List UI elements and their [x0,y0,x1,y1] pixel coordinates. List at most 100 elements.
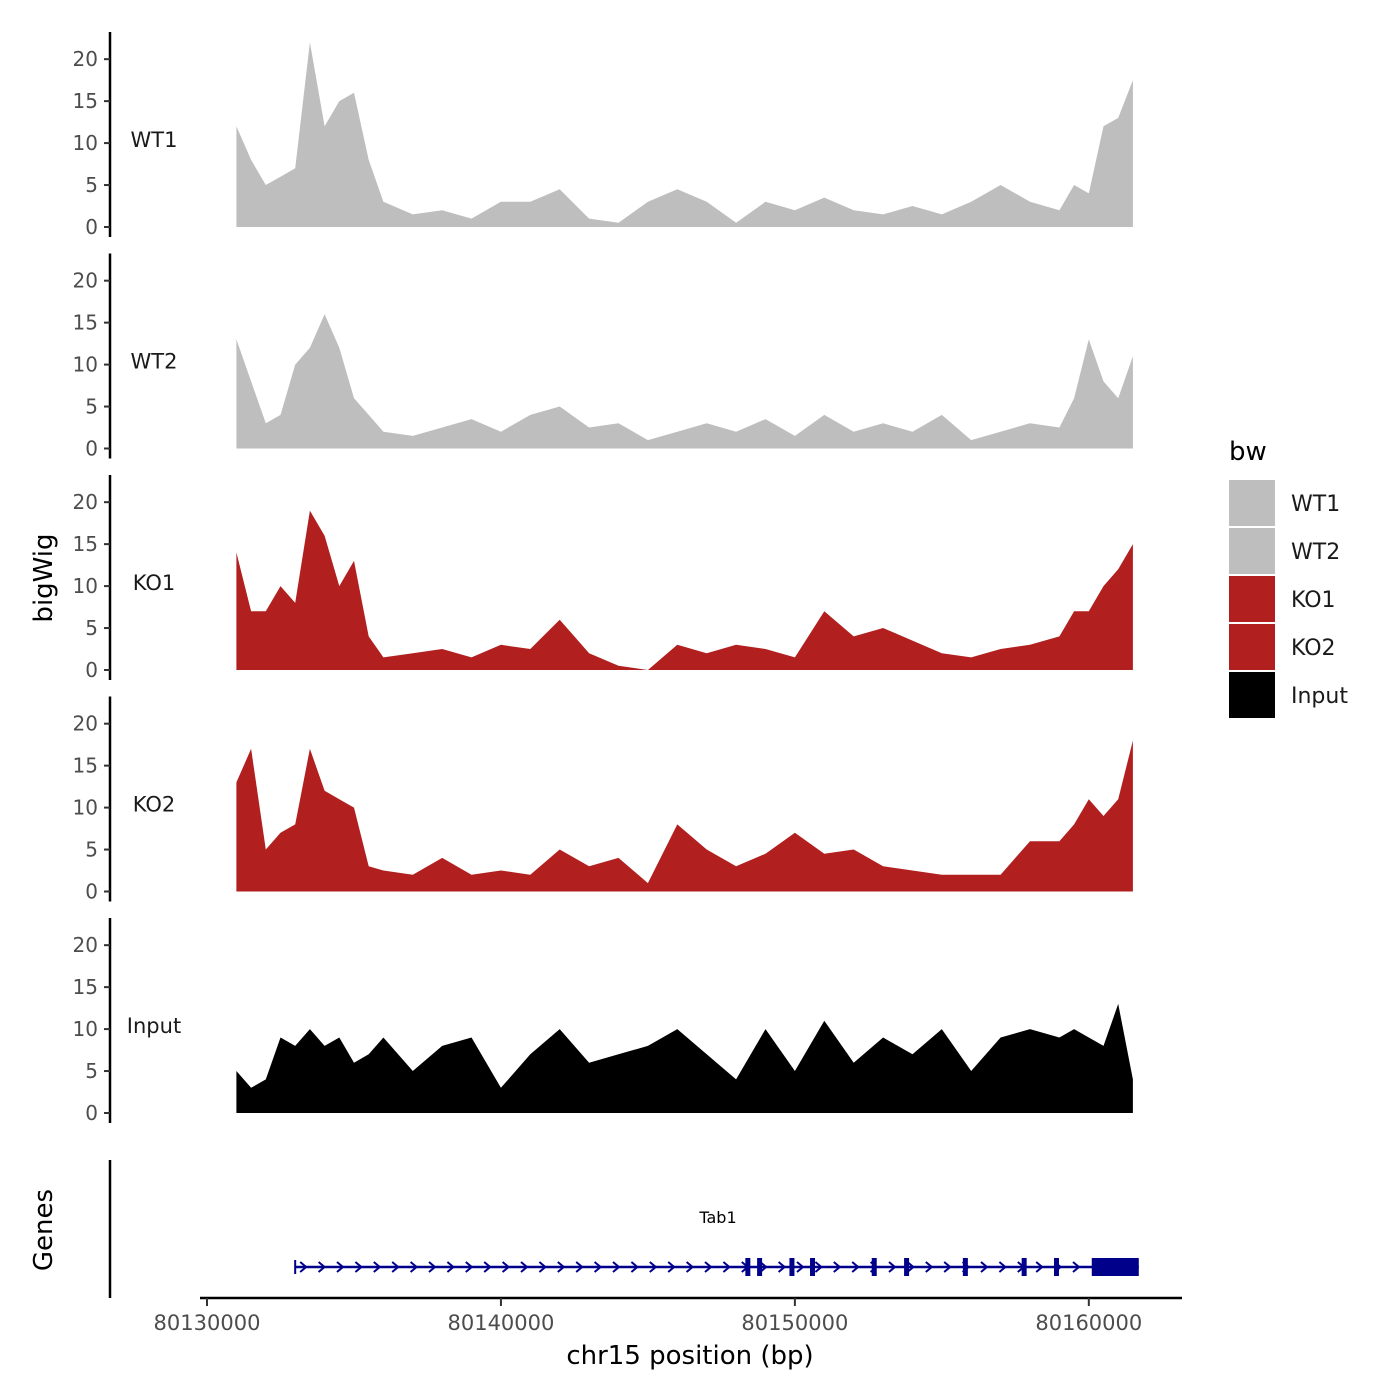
y-tick-label: 5 [85,1059,98,1083]
y-axis-title: bigWig [29,533,59,622]
gene-exon [962,1258,968,1276]
strand-arrow-icon [1035,1261,1044,1273]
gene-exon [1021,1258,1027,1276]
y-tick-label: 20 [73,712,98,736]
track-label-wt1: WT1 [131,128,178,152]
coverage-area-ko1 [236,510,1133,670]
y-tick-label: 5 [85,838,98,862]
x-tick-label: 80140000 [447,1311,554,1335]
gene-exon [745,1258,751,1276]
y-tick-label: 0 [85,215,98,239]
strand-arrow-icon [520,1261,529,1273]
gene-exon [757,1258,763,1276]
strand-arrow-icon [998,1261,1007,1273]
strand-arrow-icon [1072,1261,1081,1273]
gene-name-label: Tab1 [698,1208,736,1227]
legend-key-ko1 [1229,576,1275,622]
track-input: 0 5 10 15 20 Input [73,918,1133,1125]
strand-arrow-icon [538,1261,547,1273]
track-wt1: 0 5 10 15 20 WT1 [73,32,1133,239]
coverage-tracks: 0 5 10 15 20 WT1 0 5 10 15 20 WT2 0 5 10 15 20 KO1 0 5 10 15 2… [73,32,1133,1125]
x-ticks: 80130000 80140000 80150000 80160000 [154,1298,1142,1335]
strand-arrow-icon [465,1261,474,1273]
strand-arrow-icon [354,1261,363,1273]
strand-arrow-icon [630,1261,639,1273]
y-tick-label: 0 [85,437,98,461]
strand-arrow-icon [796,1261,805,1273]
track-label-input: Input [127,1014,181,1038]
strand-arrow-icon [759,1261,768,1273]
y-tick-label: 15 [73,311,98,335]
y-tick-label: 15 [73,89,98,113]
y-tick-label: 10 [73,574,98,598]
strand-arrow-icon [667,1261,676,1273]
y-tick-label: 0 [85,1101,98,1125]
coverage-area-ko2 [236,740,1133,892]
gene-exon [871,1258,877,1276]
strand-arrow-icon [483,1261,492,1273]
legend: bw WT1 WT2 KO1 KO2 Input [1229,437,1348,718]
strand-arrow-icon [557,1261,566,1273]
legend-key-wt2 [1229,528,1275,574]
strand-arrow-icon [833,1261,842,1273]
y-tick-label: 10 [73,353,98,377]
strand-arrow-icon [649,1261,658,1273]
legend-key-input [1229,672,1275,718]
y-tick-label: 20 [73,269,98,293]
y-tick-label: 0 [85,658,98,682]
strand-arrow-icon [299,1261,308,1273]
strand-arrow-icon [612,1261,621,1273]
strand-arrow-icon [925,1261,934,1273]
legend-key-ko2 [1229,624,1275,670]
strand-arrow-icon [980,1261,989,1273]
y-tick-label: 0 [85,880,98,904]
y-tick-label: 15 [73,532,98,556]
legend-key-wt1 [1229,480,1275,526]
strand-arrow-icon [391,1261,400,1273]
legend-label-ko2: KO2 [1291,636,1336,661]
gene-exon [789,1258,795,1276]
strand-arrow-icon [888,1261,897,1273]
gene-track-label: Genes [29,1189,59,1271]
gene-exon-block [1091,1258,1139,1276]
legend-label-input: Input [1291,684,1348,709]
track-label-ko1: KO1 [133,571,176,595]
track-label-wt2: WT2 [131,349,178,373]
gene-exon [1053,1258,1059,1276]
y-tick-label: 10 [73,1017,98,1041]
strand-arrow-icon [593,1261,603,1273]
y-tick-label: 15 [73,754,98,778]
strand-arrow-icon [428,1261,437,1273]
coverage-area-input [236,1003,1133,1113]
legend-label-ko1: KO1 [1291,588,1336,613]
track-ko2: 0 5 10 15 20 KO2 [73,696,1133,904]
strand-arrow-icon [704,1261,713,1273]
x-axis-title: chr15 position (bp) [566,1341,813,1371]
strand-arrow-icon [501,1261,511,1273]
strand-arrow-icon [722,1261,731,1273]
y-tick-label: 5 [85,616,98,640]
y-tick-label: 5 [85,395,98,419]
strand-arrow-icon [446,1261,455,1273]
gene-exon [904,1258,910,1276]
gene-model [294,1258,1139,1276]
strand-arrow-icon [851,1261,860,1273]
x-axis: 80130000 80140000 80150000 80160000 chr15 p… [154,1296,1182,1371]
y-tick-label: 20 [73,933,98,957]
x-tick-label: 80160000 [1035,1311,1142,1335]
y-tick-label: 10 [73,131,98,155]
strand-arrow-icon [575,1261,584,1273]
track-label-ko2: KO2 [133,792,176,816]
y-tick-label: 15 [73,975,98,999]
track-ko1: 0 5 10 15 20 KO1 [73,475,1133,682]
strand-arrow-icon [317,1261,327,1273]
legend-title: bw [1229,437,1267,467]
strand-arrow-icon [943,1261,952,1273]
strand-arrow-icon [814,1261,823,1273]
legend-label-wt2: WT2 [1291,540,1340,565]
x-tick-label: 80130000 [154,1311,261,1335]
y-tick-label: 5 [85,173,98,197]
gene-track: Genes Tab1 [29,1160,1139,1298]
y-tick-label: 20 [73,47,98,71]
